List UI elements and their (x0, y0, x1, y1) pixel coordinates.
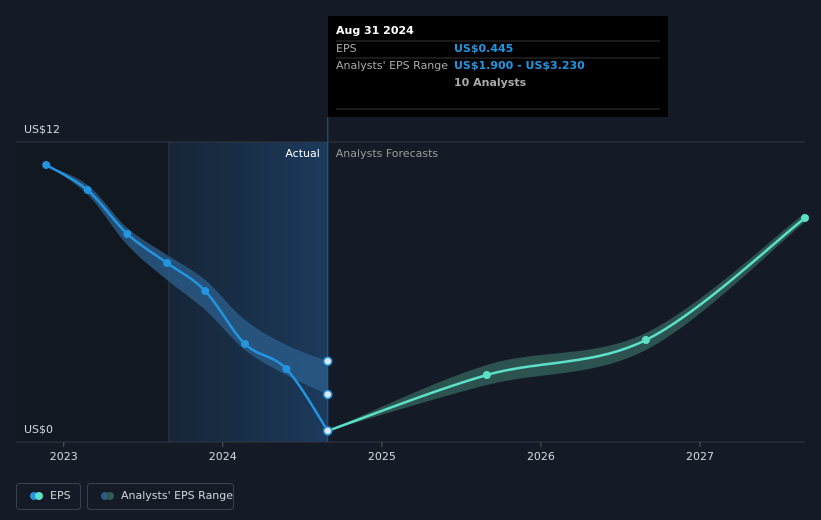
x-tick-label: 2026 (527, 450, 555, 463)
legend-item (16, 483, 81, 510)
x-tick-label: 2023 (50, 450, 78, 463)
tooltip-eps-value: US$0.445 (454, 42, 513, 55)
eps-point (323, 426, 333, 436)
range-marker (323, 389, 333, 400)
eps-point (123, 230, 132, 238)
eps-point (282, 365, 291, 373)
tooltip-range-label: Analysts' EPS Range (336, 59, 448, 72)
x-tick-label: 2025 (368, 450, 396, 463)
eps-point (801, 214, 809, 222)
forecast-label: Analysts Forecasts (336, 147, 439, 160)
legend-label: Analysts' EPS Range (121, 489, 233, 502)
eps-point (482, 371, 491, 379)
forecast-range-band (327, 213, 805, 431)
eps-point (241, 340, 250, 348)
x-tick-label: 2027 (686, 450, 714, 463)
eps-point (641, 336, 650, 344)
eps-point (42, 161, 51, 169)
tooltip-box (328, 16, 668, 117)
legend-icon (106, 492, 114, 500)
actual-label: Actual (285, 147, 319, 160)
tooltip-date: Aug 31 2024 (336, 24, 414, 37)
eps-point (163, 259, 172, 267)
y-tick-label: US$0 (24, 423, 53, 436)
tooltip-range-value: US$1.900 - US$3.230 (454, 59, 585, 72)
range-marker (323, 356, 333, 366)
x-tick-label: 2024 (209, 450, 237, 463)
y-tick-label: US$12 (24, 123, 60, 136)
legend-label: EPS (50, 489, 71, 502)
legend-icon (35, 492, 43, 500)
eps-forecast-line (327, 217, 806, 433)
tooltip-eps-label: EPS (336, 42, 357, 55)
tooltip-analysts: 10 Analysts (454, 76, 527, 89)
legend-item (87, 483, 234, 510)
eps-point (201, 287, 210, 295)
eps-point (83, 186, 92, 194)
